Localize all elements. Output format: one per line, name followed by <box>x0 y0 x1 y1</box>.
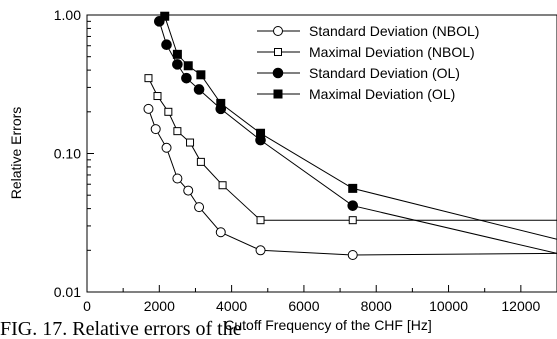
data-point <box>347 200 359 211</box>
data-point <box>193 84 205 95</box>
data-point <box>183 185 194 196</box>
legend-marker <box>274 48 282 56</box>
x-axis-label: Cutoff Frequency of the CHF [Hz] <box>224 317 432 333</box>
data-point <box>161 142 172 153</box>
series-line-2 <box>148 77 557 221</box>
legend: Standard Deviation (NBOL) Maximal Deviati… <box>247 17 525 109</box>
data-point <box>172 173 183 184</box>
data-point <box>173 127 182 136</box>
y-tick-label: 1.00 <box>54 7 81 23</box>
data-point <box>256 216 265 225</box>
data-point <box>172 59 183 70</box>
legend-marker <box>272 67 284 79</box>
data-point <box>196 70 206 80</box>
data-point <box>172 49 182 59</box>
figure-caption: FIG. 17. Relative errors of the <box>0 318 242 339</box>
data-point <box>216 98 226 108</box>
y-tick-label: 0.10 <box>54 146 81 162</box>
legend-label: Standard Deviation (OL) <box>309 65 460 81</box>
x-tick-label: 6000 <box>288 298 319 314</box>
x-tick-label: 8000 <box>361 298 392 314</box>
legend-marker <box>273 26 283 36</box>
data-point <box>153 92 162 101</box>
data-point <box>160 11 170 21</box>
data-point <box>164 107 173 116</box>
y-tick-label: 0.01 <box>54 284 81 300</box>
data-point <box>150 124 161 135</box>
data-point <box>186 138 195 147</box>
data-point <box>181 72 192 84</box>
data-point <box>348 216 357 225</box>
data-point <box>255 245 266 256</box>
series-line-1 <box>148 108 557 256</box>
data-point <box>347 249 358 260</box>
data-point <box>144 74 153 83</box>
x-tick-label: 0 <box>83 298 91 314</box>
legend-label: Maximal Deviation (OL) <box>309 86 455 102</box>
data-point <box>348 183 358 193</box>
legend-label: Standard Deviation (NBOL) <box>309 23 479 39</box>
x-tick-label: 2000 <box>144 298 175 314</box>
data-point <box>215 227 226 238</box>
x-tick-label: 12000 <box>501 298 540 314</box>
data-point <box>143 103 154 114</box>
data-point <box>161 39 172 51</box>
y-axis-label: Relative Errors <box>8 107 24 200</box>
data-point <box>218 181 227 190</box>
x-axis-ticks: 0 2000 4000 6000 8000 10000 12000 <box>83 285 541 314</box>
data-point <box>194 202 205 213</box>
y-axis-ticks: 0.01 0.10 1.00 <box>54 7 94 300</box>
legend-marker <box>273 89 283 99</box>
data-point <box>196 157 205 166</box>
legend-label: Maximal Deviation (NBOL) <box>309 44 475 60</box>
data-point <box>183 61 193 71</box>
x-tick-label: 10000 <box>429 298 468 314</box>
data-point <box>256 128 266 138</box>
series-markers <box>143 11 359 260</box>
x-tick-label: 4000 <box>216 298 247 314</box>
